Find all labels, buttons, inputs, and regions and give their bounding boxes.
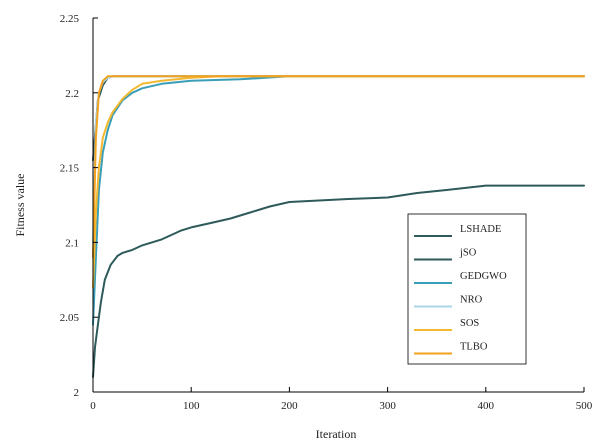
legend-label: NRO — [460, 295, 483, 306]
series-line-lshade — [92, 75, 585, 162]
y-axis-label: Fitness value — [13, 174, 27, 237]
y-tick-label: 2.1 — [65, 237, 79, 249]
legend-label: GEDGWO — [460, 271, 507, 282]
y-tick-label: 2.2 — [65, 88, 79, 100]
x-ticks-group: 0 100 200 300 400 500 — [90, 387, 593, 412]
y-tick-label: 2.05 — [60, 312, 80, 324]
x-tick-label: 500 — [576, 400, 593, 412]
legend-label: SOS — [460, 318, 479, 329]
x-tick-label: 400 — [478, 400, 495, 412]
legend-label: LSHADE — [460, 224, 501, 235]
y-tick-label: 2 — [74, 387, 80, 399]
x-tick-label: 100 — [183, 400, 200, 412]
y-ticks-group: 2 2.05 2.1 2.15 2.2 2.25 — [60, 13, 98, 399]
y-tick-label: 2.25 — [60, 13, 80, 25]
x-axis-label: Iteration — [316, 427, 357, 441]
y-tick-label: 2.15 — [60, 163, 80, 175]
series-line-jso — [92, 184, 585, 378]
legend-label: TLBO — [460, 342, 488, 353]
legend-label: jSO — [459, 248, 477, 259]
axes-group — [92, 18, 584, 393]
plot-series-group — [92, 75, 585, 378]
x-tick-label: 300 — [379, 400, 396, 412]
legend: LSHADE jSO GEDGWO NRO SOS TLBO — [407, 213, 527, 365]
x-tick-label: 200 — [281, 400, 298, 412]
x-tick-label: 0 — [90, 400, 96, 412]
series-line-tlbo — [92, 75, 585, 259]
legend-box — [407, 213, 527, 365]
